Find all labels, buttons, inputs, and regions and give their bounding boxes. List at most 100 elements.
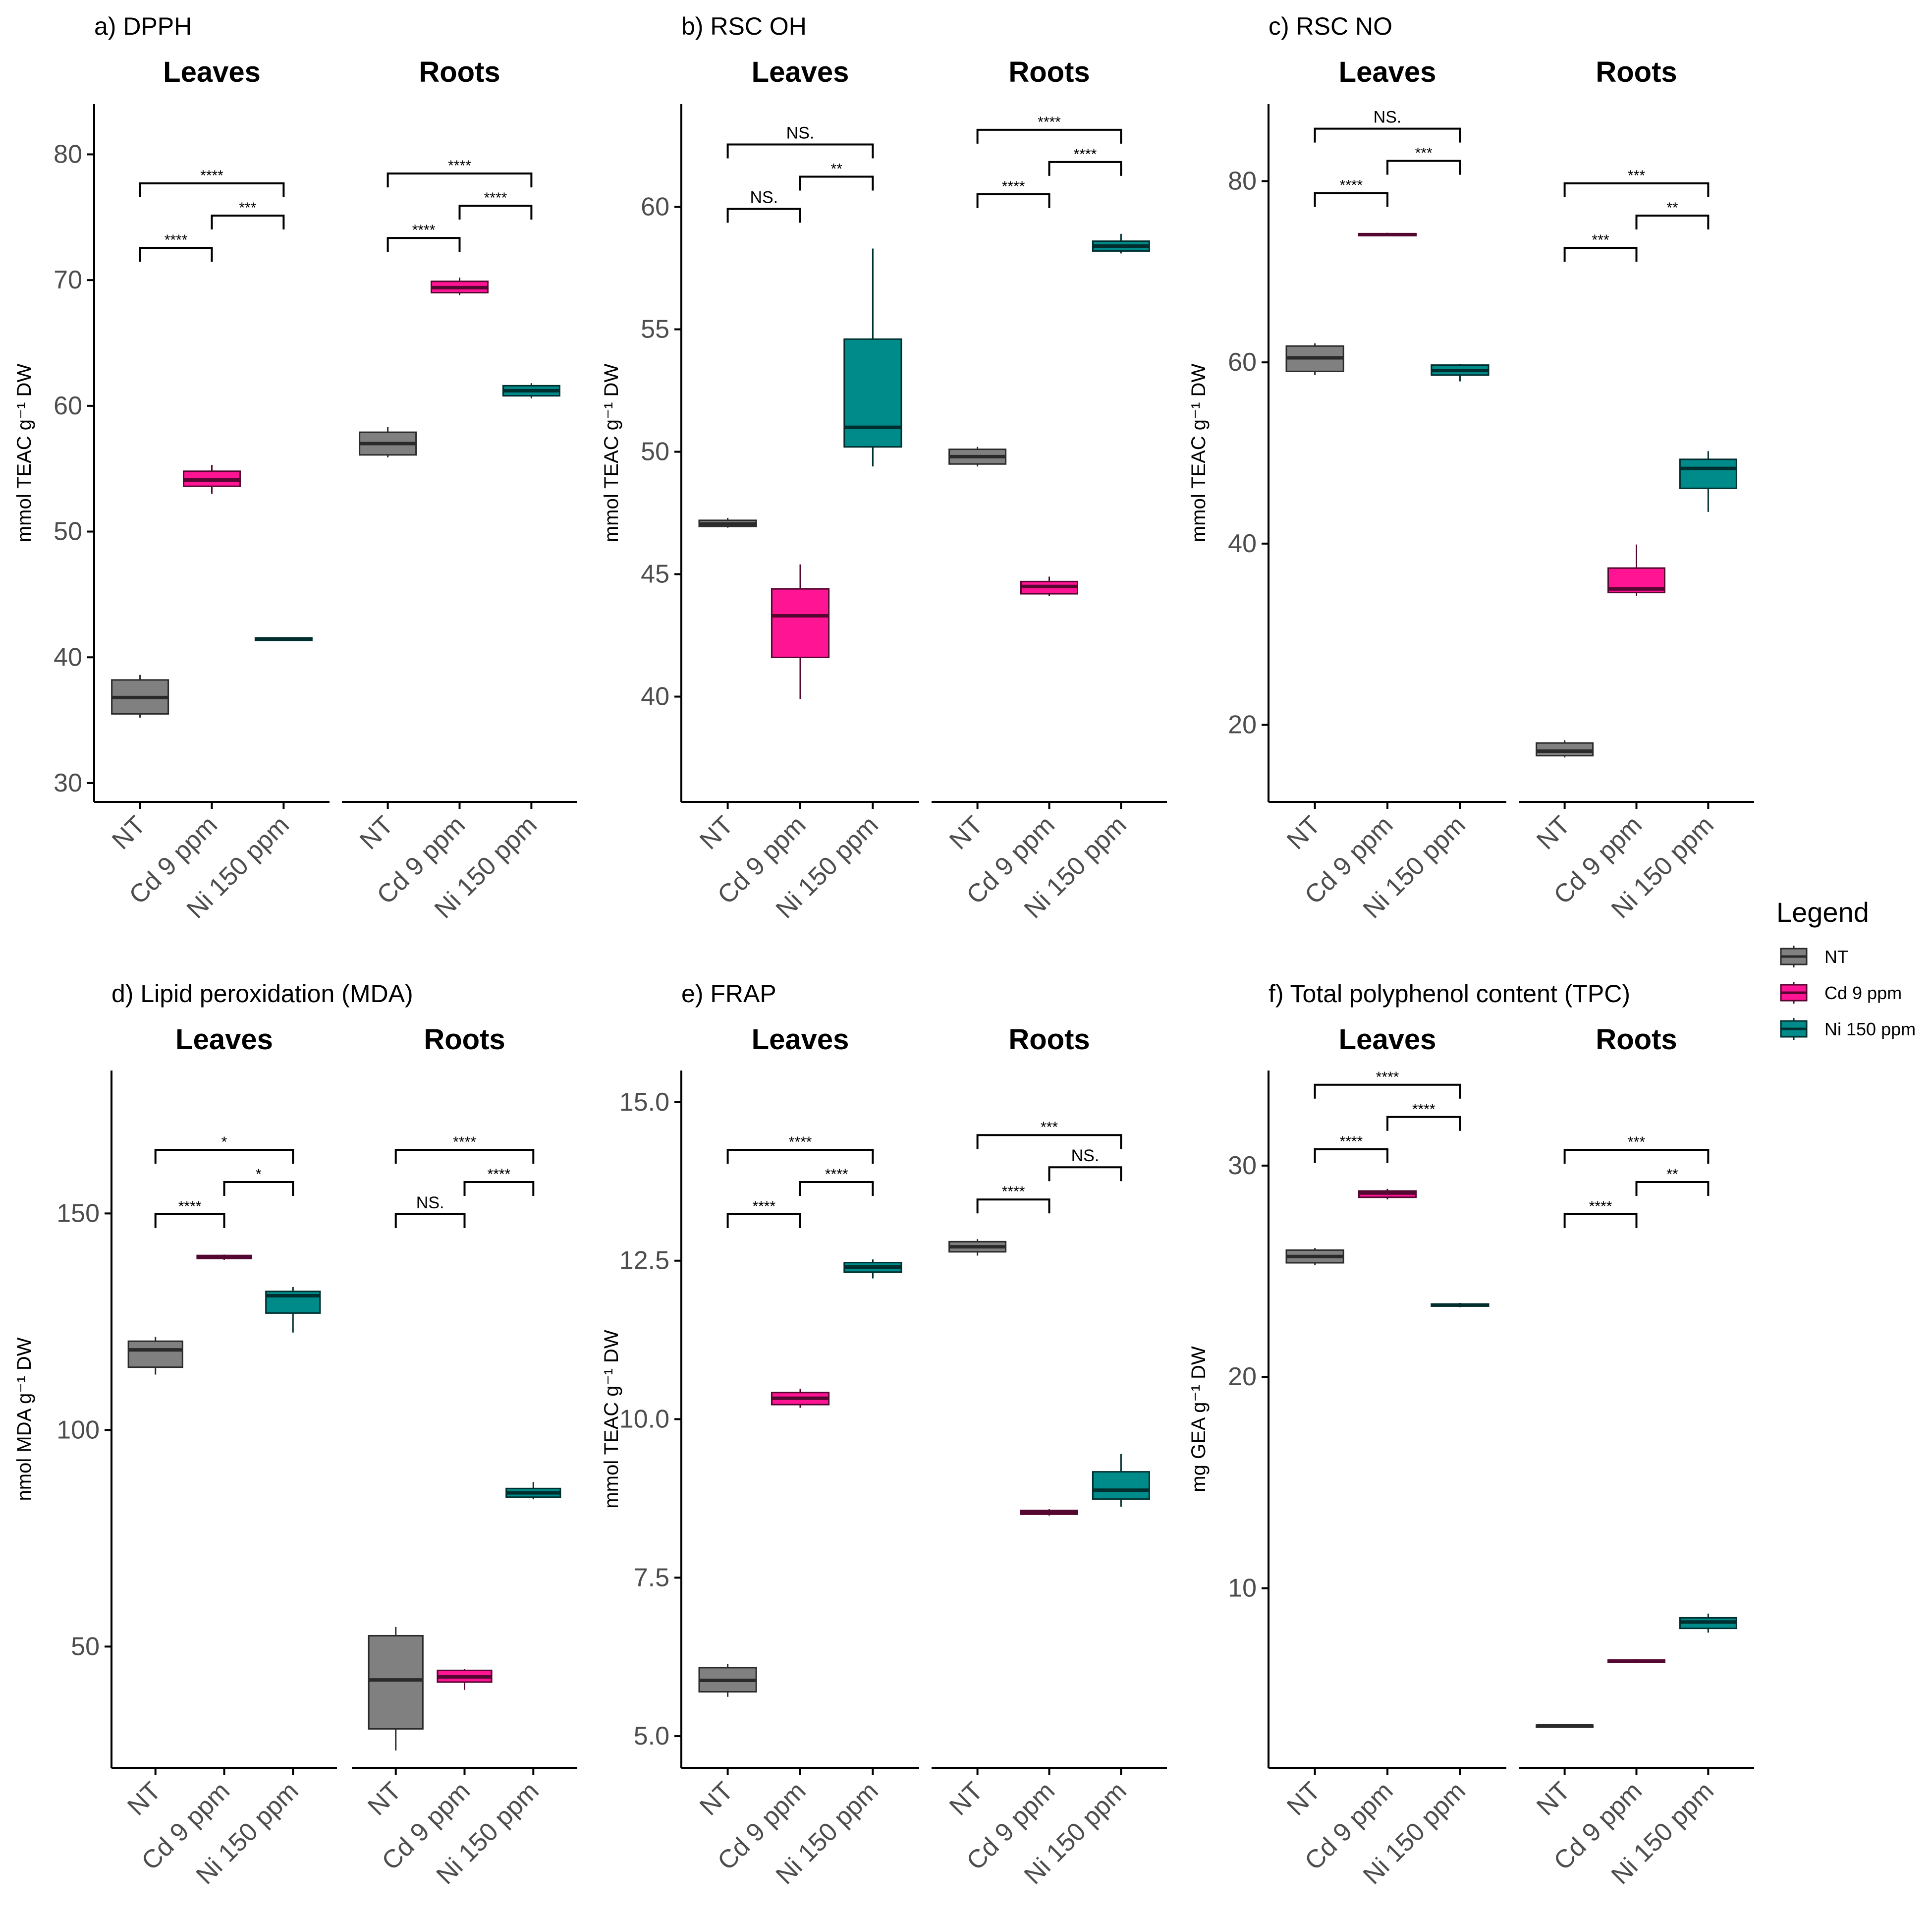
box-nt	[948, 447, 1007, 467]
significance-bracket: ****	[1314, 1133, 1388, 1163]
significance-bracket: ****	[139, 232, 213, 262]
significance-label: ***	[1628, 1134, 1645, 1150]
bracket-line	[394, 1149, 535, 1164]
legend-label: Ni 150 ppm	[1824, 1019, 1916, 1039]
bracket-line	[1635, 1181, 1710, 1196]
panel-title: e) FRAP	[681, 980, 776, 1008]
bracket-line	[1314, 1083, 1461, 1099]
box-iqr	[1092, 1471, 1150, 1500]
y-axis-label-group: mmol TEAC g⁻¹ DW	[13, 364, 35, 543]
box-ni-150-ppm	[843, 248, 902, 467]
significance-label: *	[256, 1166, 262, 1183]
significance-label: **	[1666, 1166, 1678, 1183]
y-tick-label: 10.0	[619, 1405, 669, 1434]
panel-title: b) RSC OH	[681, 12, 807, 40]
box-nt	[111, 675, 169, 718]
facet-strip-label: Roots	[1008, 1023, 1090, 1056]
y-tick-label: 7.5	[634, 1563, 669, 1592]
box-cd-9-ppm	[1607, 1659, 1665, 1663]
significance-bracket: ****	[154, 1198, 225, 1228]
significance-label: ****	[200, 168, 223, 184]
facet-strip-label: Leaves	[752, 56, 849, 88]
significance-label: ****	[448, 158, 471, 174]
box-ni-150-ppm	[1679, 1613, 1737, 1633]
box-nt	[698, 517, 757, 528]
significance-bracket: ***	[1386, 145, 1461, 175]
bracket-line	[726, 143, 874, 159]
y-tick-label: 50	[71, 1632, 100, 1661]
box-iqr	[843, 338, 902, 448]
significance-bracket: *	[223, 1166, 294, 1196]
significance-label: ***	[239, 200, 256, 216]
significance-bracket: ***	[1563, 168, 1710, 197]
box-nt	[127, 1337, 183, 1375]
box-nt	[698, 1664, 757, 1697]
y-tick-label: 60	[641, 192, 669, 221]
y-axis-label-group: mmol TEAC g⁻¹ DW	[601, 1330, 622, 1509]
y-tick-label: 60	[54, 392, 82, 420]
panel-title: c) RSC NO	[1269, 12, 1392, 40]
bracket-line	[154, 1213, 225, 1228]
significance-bracket: ****	[1048, 146, 1122, 176]
significance-label: ****	[488, 1166, 511, 1183]
y-tick-label: 20	[1228, 1362, 1257, 1391]
box-cd-9-ppm	[183, 465, 241, 494]
significance-label: ****	[789, 1134, 812, 1150]
significance-label: ****	[752, 1198, 775, 1215]
bracket-line	[976, 193, 1050, 208]
y-tick-label: 30	[1228, 1151, 1257, 1180]
significance-bracket: ****	[726, 1134, 874, 1164]
facet-strip-label: Roots	[419, 56, 500, 88]
bracket-line	[1314, 192, 1388, 207]
significance-bracket: NS.	[726, 188, 801, 223]
y-axis-label-group: mmol TEAC g⁻¹ DW	[1188, 364, 1210, 543]
y-axis-label: nmol MDA g⁻¹ DW	[13, 1337, 35, 1501]
significance-label: NS.	[1374, 108, 1402, 127]
significance-bracket: ****	[386, 222, 461, 252]
significance-label: ***	[1628, 168, 1645, 184]
significance-label: ****	[825, 1166, 848, 1183]
y-axis-label: mg GEA g⁻¹ DW	[1188, 1346, 1210, 1492]
facet-strip-label: Leaves	[752, 1023, 849, 1056]
y-tick-label: 12.5	[619, 1246, 669, 1275]
significance-bracket: ****	[1386, 1101, 1461, 1131]
bracket-line	[799, 1181, 874, 1196]
significance-bracket: ****	[458, 190, 533, 220]
box-iqr	[127, 1340, 183, 1368]
significance-bracket: *	[154, 1134, 294, 1164]
bracket-line	[1048, 1166, 1122, 1182]
facet-strip-label: Leaves	[1339, 1023, 1436, 1056]
bracket-line	[1563, 1149, 1710, 1164]
significance-bracket: ****	[726, 1198, 801, 1228]
bracket-line	[726, 1213, 801, 1228]
box-cd-9-ppm	[1020, 1509, 1078, 1516]
significance-label: NS.	[786, 123, 815, 142]
facet-strip-label: Leaves	[175, 1023, 273, 1056]
significance-bracket: ****	[976, 1184, 1050, 1214]
box-ni-150-ppm	[1092, 233, 1150, 254]
y-axis-label-group: nmol MDA g⁻¹ DW	[13, 1337, 35, 1501]
facet-strip-label: Roots	[1008, 56, 1090, 88]
panel-title: a) DPPH	[94, 12, 192, 40]
significance-label: ****	[1038, 114, 1061, 130]
box-iqr	[1679, 458, 1737, 489]
box-nt	[948, 1239, 1007, 1256]
y-tick-label: 150	[56, 1199, 100, 1228]
y-tick-label: 10	[1228, 1574, 1257, 1603]
bracket-line	[1386, 160, 1461, 175]
significance-label: NS.	[416, 1193, 444, 1212]
significance-label: ****	[1376, 1069, 1399, 1085]
significance-bracket: ****	[463, 1166, 535, 1196]
box-iqr	[1536, 742, 1594, 757]
bracket-line	[976, 1134, 1122, 1149]
significance-bracket: ****	[799, 1166, 874, 1196]
box-nt	[359, 427, 417, 457]
chart-panel-f: f) Total polyphenol content (TPC) mg GEA …	[1188, 980, 1754, 1890]
y-tick-label: 50	[54, 517, 82, 546]
y-tick-label: 70	[54, 266, 82, 294]
significance-label: ****	[1002, 1184, 1025, 1200]
significance-bracket: ****	[386, 158, 533, 188]
y-axis-label: mmol TEAC g⁻¹ DW	[601, 364, 622, 543]
box-ni-150-ppm	[1431, 1303, 1490, 1307]
